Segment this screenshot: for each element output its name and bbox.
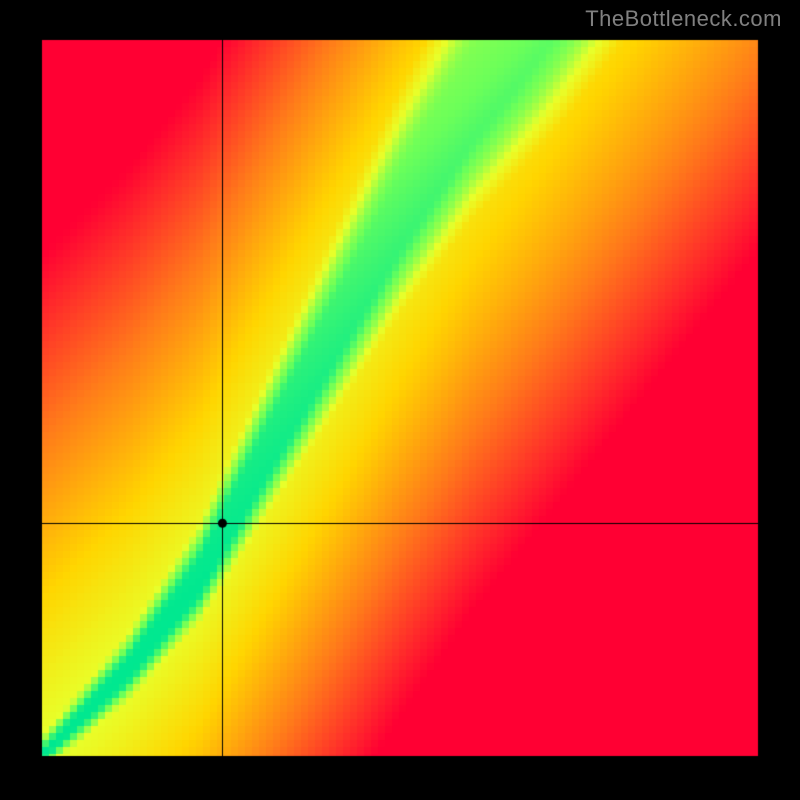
- root-container: TheBottleneck.com: [0, 0, 800, 800]
- watermark-text: TheBottleneck.com: [585, 6, 782, 32]
- heatmap-canvas: [0, 0, 800, 800]
